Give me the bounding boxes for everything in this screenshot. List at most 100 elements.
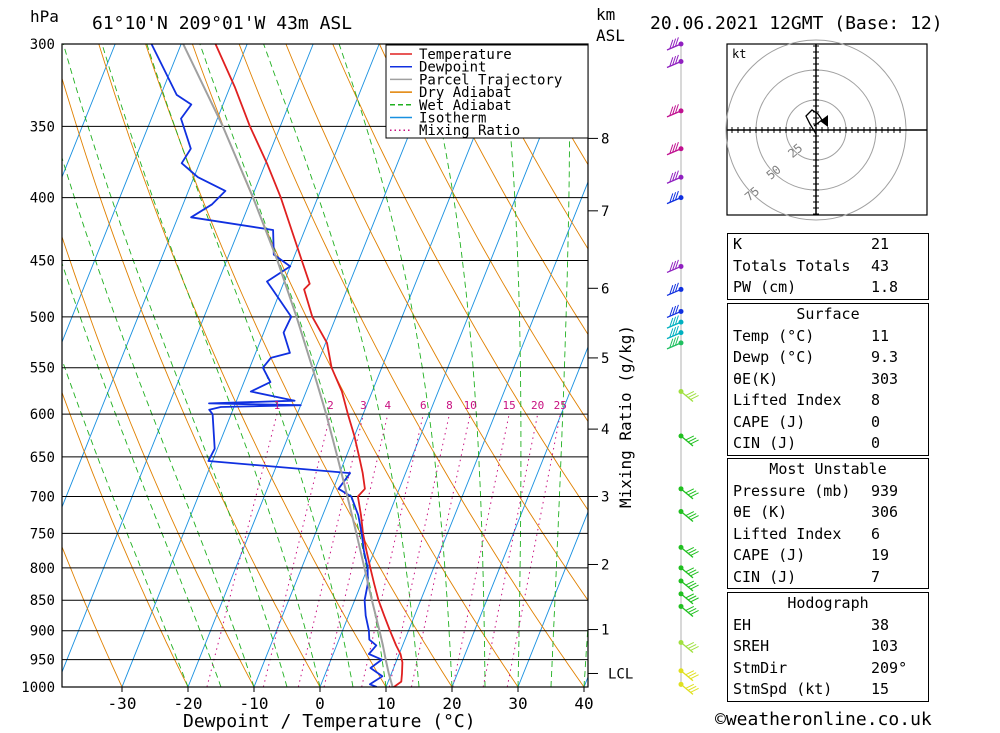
x-tick-label: -30 — [108, 694, 137, 713]
hodograph-table-row: SREH 103 — [728, 636, 928, 658]
row-label: PW (cm) — [733, 278, 797, 296]
wind-barb-flag — [669, 193, 674, 203]
wind-barb-flag — [690, 646, 699, 651]
wind-barb-flag — [674, 315, 679, 325]
wind-barb-flag — [674, 190, 679, 201]
most-unstable-row: CIN (J) 7 — [728, 567, 928, 589]
dry-adiabat-line — [238, 44, 585, 687]
wind-barb-flag — [687, 595, 697, 601]
hodograph-table-row: EH 38 — [728, 615, 928, 637]
row-value: 306 — [871, 503, 899, 521]
row-label: Totals Totals — [733, 256, 851, 275]
wind-barb-flag — [685, 670, 695, 676]
wind-barb-flag — [674, 54, 679, 65]
isotherm-line — [62, 44, 182, 344]
row-value: 21 — [871, 235, 890, 253]
wind-barb-flag — [672, 283, 677, 294]
wind-barb-flag — [690, 597, 699, 603]
mixing-ratio-line — [452, 414, 510, 687]
row-label: Lifted Index — [733, 391, 842, 409]
wind-barb-flag — [669, 57, 674, 67]
most-unstable-row: θE (K) 306 — [728, 502, 928, 524]
surface-row: Temp (°C) 11 — [728, 326, 928, 348]
wind-barb-flag — [669, 307, 674, 317]
mixing-ratio-label: 15 — [503, 399, 516, 412]
isotherm-line — [62, 44, 248, 509]
wind-barb-flag — [669, 328, 674, 338]
wind-barb-flag — [687, 582, 697, 588]
wind-barb-flag — [674, 259, 679, 270]
wind-barb-flag — [672, 143, 677, 153]
legend-box — [385, 44, 589, 139]
x-axis-label: Dewpoint / Temperature (°C) — [183, 711, 476, 732]
wind-barb-flag — [674, 336, 679, 346]
wind-barb-shaft — [666, 60, 682, 69]
pressure-tick-label: 750 — [30, 526, 55, 542]
wind-barb-flag — [672, 260, 677, 271]
x-tick-label: 10 — [376, 694, 395, 713]
wind-barb-flag — [672, 316, 677, 326]
mixing-ratio-label: 25 — [554, 399, 567, 412]
wind-barb-flag — [674, 304, 679, 315]
wet-adiabat-line — [500, 44, 522, 687]
row-value: 939 — [871, 481, 899, 500]
wind-barb-flag — [690, 584, 699, 590]
pressure-tick-label: 1000 — [21, 680, 55, 696]
wind-barb-flag — [685, 606, 695, 611]
isotherm-line — [187, 44, 446, 687]
datetime-label: 20.06.2021 12GMT (Base: 12) — [650, 13, 943, 34]
wet-adiabat-line — [62, 358, 189, 687]
wind-barb-flag — [690, 515, 699, 521]
most-unstable-table: Most Unstable Pressure (mb) 939 θE (K) 306 L… — [727, 458, 929, 589]
dry-adiabat-line — [941, 44, 1000, 687]
pressure-tick-label: 600 — [30, 407, 55, 423]
pressure-tick-label: 400 — [30, 191, 55, 207]
location-title: 61°10'N 209°01'W 43m ASL — [92, 13, 352, 34]
x-tick-label: 30 — [508, 694, 527, 713]
x-tick-label: -10 — [240, 694, 269, 713]
wind-barb-flag — [685, 642, 695, 647]
profile-series — [150, 44, 404, 687]
row-label: θE (K) — [733, 503, 788, 521]
most-unstable-row: CAPE (J) 19 — [728, 545, 928, 567]
wind-barb-shaft — [666, 197, 682, 205]
mixing-ratio-label: 3 — [360, 399, 367, 412]
x-tick-label: 40 — [574, 694, 593, 713]
row-label: Lifted Index — [733, 524, 842, 543]
wind-barb-flag — [687, 569, 697, 575]
pressure-tick-label: 550 — [30, 361, 55, 377]
wind-barb-flag — [674, 37, 679, 47]
surface-title: Surface — [796, 305, 860, 323]
km-tick-label: 3 — [601, 490, 609, 506]
isotherm-line — [319, 44, 578, 687]
isotherm-line — [385, 180, 588, 687]
mixing-ratio-label: 2 — [327, 399, 334, 412]
row-value: 38 — [871, 615, 890, 634]
row-value: 0 — [871, 434, 881, 452]
wind-barb-flag — [672, 171, 677, 181]
row-value: 1.8 — [871, 278, 899, 296]
wind-barb-flag — [685, 435, 695, 441]
wind-barb-flag — [685, 683, 695, 689]
row-label: K — [733, 235, 743, 253]
mixing-ratio-line — [323, 414, 389, 687]
indices-row: K 21 — [728, 234, 928, 256]
pressure-grid — [62, 43, 588, 688]
mixing-ratio-label: 4 — [384, 399, 391, 412]
indices-row: PW (cm) 1.8 — [728, 277, 928, 299]
hpa-unit-label: hPa — [30, 7, 59, 26]
mixing-ratio-line — [506, 414, 561, 687]
legend-entry: Temperature — [419, 47, 512, 63]
wind-barb-shaft — [666, 310, 682, 319]
pressure-tick-label: 700 — [30, 490, 55, 506]
row-value: 8 — [871, 391, 881, 409]
series-line-dewpoint — [150, 44, 384, 687]
wet-adiabat-line — [62, 261, 222, 687]
storm-motion-marker — [820, 115, 828, 127]
x-tick-label: 20 — [442, 694, 461, 713]
wind-barbs — [666, 37, 699, 695]
wind-barb-flag — [690, 439, 699, 445]
wind-barb-flag — [690, 687, 699, 693]
wind-barb-flag — [687, 393, 697, 398]
